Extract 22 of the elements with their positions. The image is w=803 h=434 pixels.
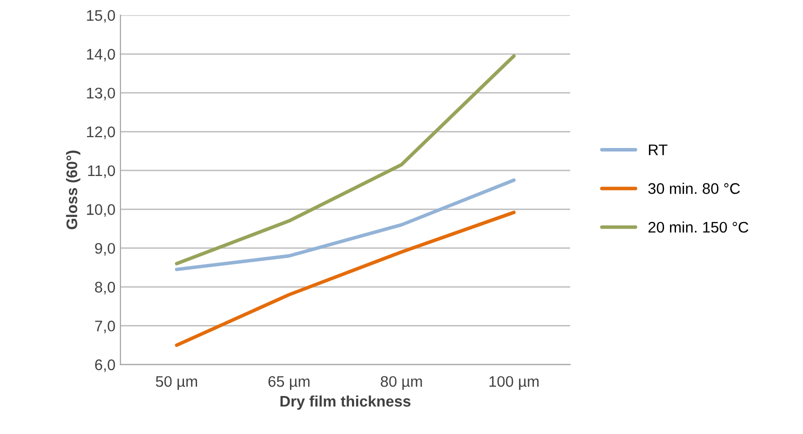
y-tick-label: 12,0 <box>87 126 115 140</box>
y-tick-label: 8,0 <box>95 282 115 294</box>
line-series <box>174 210 516 347</box>
legend-label: RT <box>648 144 668 156</box>
y-tick-label: 10,0 <box>87 204 115 217</box>
y-tick-label: 15,0 <box>87 10 115 23</box>
y-tick-label: 14,0 <box>87 48 115 62</box>
line-series <box>174 54 516 266</box>
x-tick-label: 65 µm <box>268 376 310 390</box>
line-series <box>174 178 516 272</box>
y-tick-label: 6,0 <box>95 359 115 372</box>
y-tick-label: 7,0 <box>95 320 115 334</box>
legend-label: 20 min. 150 °C <box>648 221 748 233</box>
x-axis-title: Dry film thickness <box>280 395 410 410</box>
x-tick-label: 50 µm <box>156 376 198 390</box>
x-tick-label: 80 µm <box>380 376 422 390</box>
y-tick-label: 9,0 <box>95 242 115 256</box>
y-axis-title: Gloss (60°) <box>66 150 80 230</box>
y-tick-label: 11,0 <box>88 165 115 178</box>
y-tick-label: 13,0 <box>87 88 115 100</box>
x-tick-label: 100 µm <box>489 376 539 390</box>
legend-label: 30 min. 80 °C <box>648 182 740 194</box>
